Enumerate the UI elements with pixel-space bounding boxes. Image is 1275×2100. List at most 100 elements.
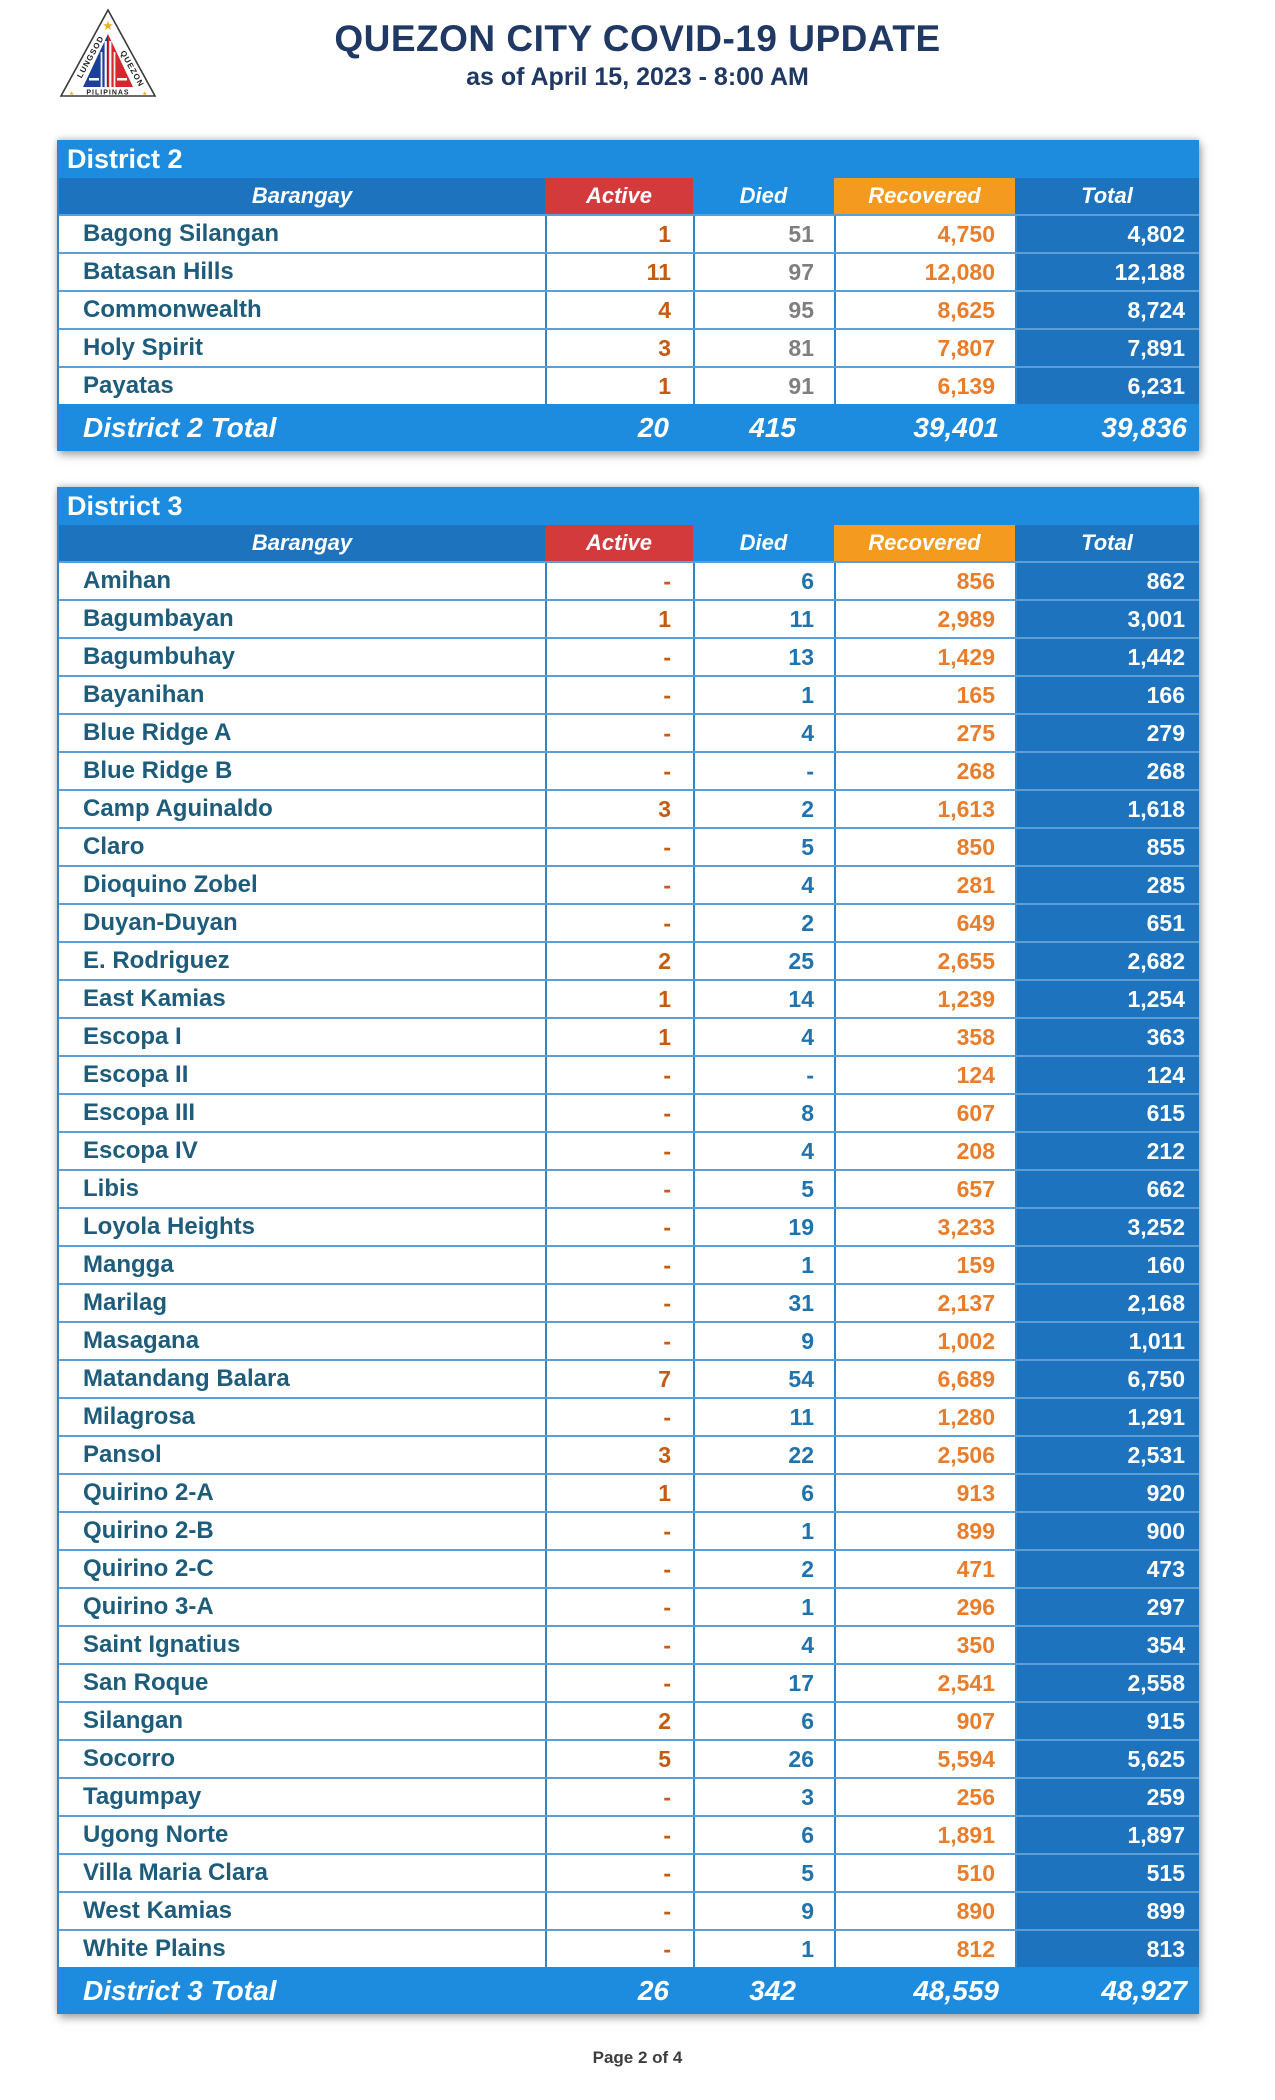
table-row: Claro -5 850 855	[59, 827, 1199, 865]
cell-died: 31	[693, 1285, 834, 1321]
cell-died: 25	[693, 943, 834, 979]
cell-total: 297	[1015, 1589, 1199, 1625]
cell-active: 1	[545, 601, 693, 637]
cell-barangay: Quirino 2-B	[83, 1517, 214, 1544]
column-header-row: Barangay Active Died Recovered Total	[59, 525, 1199, 561]
table-row: Libis -5 657 662	[59, 1169, 1199, 1207]
cell-recovered: 510	[834, 1855, 1015, 1891]
column-header-recovered: Recovered	[834, 525, 1015, 561]
table-row: Escopa III -8 607 615	[59, 1093, 1199, 1131]
column-header-total: Total	[1015, 178, 1199, 214]
cell-active: -	[545, 563, 693, 599]
cell-recovered: 2,655	[834, 943, 1015, 979]
cell-total: 268	[1015, 753, 1199, 789]
cell-barangay: Amihan	[83, 567, 172, 594]
cell-died: 81	[693, 330, 834, 366]
table-row: Bayanihan -1 165 166	[59, 675, 1199, 713]
table-row: Holy Spirit 3 81 7,807 7,891	[59, 328, 1199, 366]
cell-died: 9	[693, 1893, 834, 1929]
cell-barangay: E. Rodriguez	[83, 947, 230, 974]
table-row: White Plains -1 812 813	[59, 1929, 1199, 1967]
cell-recovered: 6,139	[834, 368, 1015, 404]
cell-total: 615	[1015, 1095, 1199, 1131]
cell-died: 1	[693, 1247, 834, 1283]
cell-recovered: 4,750	[834, 216, 1015, 252]
table-row: Amihan -6 856 862	[59, 561, 1199, 599]
cell-total: 1,618	[1015, 791, 1199, 827]
column-header-row: Barangay Active Died Recovered Total	[59, 178, 1199, 214]
cell-active: 3	[545, 1437, 693, 1473]
cell-died: 5	[693, 1855, 834, 1891]
cell-recovered: 2,989	[834, 601, 1015, 637]
cell-recovered: 6,689	[834, 1361, 1015, 1397]
page-subtitle: as of April 15, 2023 - 8:00 AM	[466, 63, 809, 91]
cell-total: 1,011	[1015, 1323, 1199, 1359]
cell-total: 900	[1015, 1513, 1199, 1549]
cell-recovered: 812	[834, 1931, 1015, 1967]
district-total-total: 48,927	[1101, 1974, 1187, 2006]
cell-died: 5	[693, 829, 834, 865]
cell-active: 3	[545, 330, 693, 366]
cell-recovered: 471	[834, 1551, 1015, 1587]
seal-text-bottom: PILIPINAS	[86, 90, 129, 97]
report-page: ★ LUNGSOD QUEZON PILIPINAS ★ ★ QUEZON CI…	[57, 8, 1199, 2067]
cell-barangay: Blue Ridge B	[83, 757, 233, 784]
cell-recovered: 281	[834, 867, 1015, 903]
cell-active: 2	[545, 1703, 693, 1739]
cell-barangay: Batasan Hills	[83, 258, 234, 285]
cell-recovered: 208	[834, 1133, 1015, 1169]
table-row: Ugong Norte -6 1,891 1,897	[59, 1815, 1199, 1853]
cell-active: -	[545, 1931, 693, 1967]
table-row: Blue Ridge A -4 275 279	[59, 713, 1199, 751]
cell-active: -	[545, 1285, 693, 1321]
table-row: Dioquino Zobel -4 281 285	[59, 865, 1199, 903]
cell-barangay: Holy Spirit	[83, 334, 204, 361]
cell-barangay: Bagumbuhay	[83, 643, 236, 670]
cell-recovered: 296	[834, 1589, 1015, 1625]
cell-died: 17	[693, 1665, 834, 1701]
cell-total: 662	[1015, 1171, 1199, 1207]
cell-total: 4,802	[1015, 216, 1199, 252]
cell-total: 363	[1015, 1019, 1199, 1055]
cell-barangay: Tagumpay	[83, 1783, 202, 1810]
cell-recovered: 913	[834, 1475, 1015, 1511]
cell-total: 899	[1015, 1893, 1199, 1929]
cell-active: -	[545, 1399, 693, 1435]
district-total-active: 20	[637, 411, 669, 443]
cell-active: 1	[545, 1475, 693, 1511]
cell-died: 13	[693, 639, 834, 675]
cell-recovered: 1,280	[834, 1399, 1015, 1435]
table-row: Saint Ignatius -4 350 354	[59, 1625, 1199, 1663]
table-row: Bagumbuhay -13 1,429 1,442	[59, 637, 1199, 675]
seal-star-icon: ★	[102, 18, 114, 33]
cell-died: 51	[693, 216, 834, 252]
table-row: Quirino 3-A -1 296 297	[59, 1587, 1199, 1625]
table-row: Commonwealth 4 95 8,625 8,724	[59, 290, 1199, 328]
cell-barangay: Saint Ignatius	[83, 1631, 241, 1658]
cell-recovered: 657	[834, 1171, 1015, 1207]
cell-total: 2,558	[1015, 1665, 1199, 1701]
cell-active: -	[545, 1779, 693, 1815]
cell-active: 1	[545, 368, 693, 404]
cell-total: 1,897	[1015, 1817, 1199, 1853]
cell-active: 5	[545, 1741, 693, 1777]
district-total-died: 342	[749, 1974, 796, 2006]
cell-died: 9	[693, 1323, 834, 1359]
district-total-recovered: 39,401	[913, 411, 999, 443]
cell-active: 11	[545, 254, 693, 290]
cell-barangay: Quirino 2-A	[83, 1479, 214, 1506]
table-row: San Roque -17 2,541 2,558	[59, 1663, 1199, 1701]
table-row: Bagumbayan 1 11 2,989 3,001	[59, 599, 1199, 637]
table-row: Marilag -31 2,137 2,168	[59, 1283, 1199, 1321]
cell-active: 3	[545, 791, 693, 827]
cell-active: -	[545, 867, 693, 903]
cell-recovered: 268	[834, 753, 1015, 789]
cell-barangay: Villa Maria Clara	[83, 1859, 268, 1886]
district-tables: District 2 Barangay Active Died Recovered Tot…	[57, 140, 1199, 2014]
column-header-active: Active	[545, 178, 693, 214]
table-row: Loyola Heights -19 3,233 3,252	[59, 1207, 1199, 1245]
district-total-row: District 3 Total 26 342 48,559 48,927	[59, 1967, 1199, 2014]
table-row: Socorro 5 26 5,594 5,625	[59, 1739, 1199, 1777]
district-total-died: 415	[749, 411, 796, 443]
cell-barangay: Milagrosa	[83, 1403, 196, 1430]
